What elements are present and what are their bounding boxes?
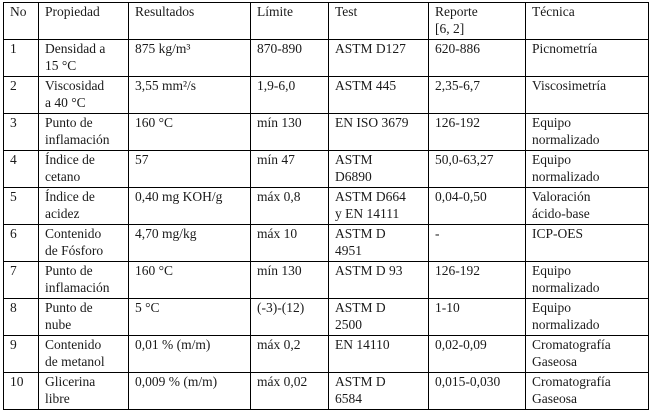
table-cell: Equipo normalizado xyxy=(525,113,649,151)
header-row: No Propiedad Resultados Límite Test Reporte [… xyxy=(3,2,649,40)
table-cell: 4,70 mg/kg xyxy=(128,224,251,262)
table-cell: ASTM D6890 xyxy=(328,150,429,188)
table-row: 8 Punto de nube 5 °C (-3)-(12) ASTM D 2500 1-… xyxy=(3,298,649,336)
table-cell: ASTM D 93 xyxy=(328,261,429,299)
table-cell: ASTM D 6584 xyxy=(328,372,429,410)
table-cell: 0,04-0,50 xyxy=(428,187,526,225)
table-row: 3 Punto de inflamación 160 °C mín 130 EN ISO… xyxy=(3,113,649,151)
table-cell: 9 xyxy=(3,335,39,373)
column-header: Resultados xyxy=(128,2,251,40)
table-cell: 3 xyxy=(3,113,39,151)
table-row: 4 Índice de cetano 57 mín 47 ASTM D6890 50,0-… xyxy=(3,150,649,188)
table-cell: Equipo normalizado xyxy=(525,298,649,336)
column-header: No xyxy=(3,2,39,40)
table-cell: ASTM 445 xyxy=(328,76,429,114)
table-row: 6 Contenido de Fósforo 4,70 mg/kg máx 10 AST… xyxy=(3,224,649,262)
table-cell: 1-10 xyxy=(428,298,526,336)
table-cell: 50,0-63,27 xyxy=(428,150,526,188)
table-row: 7 Punto de inflamación 160 °C mín 130 ASTM D… xyxy=(3,261,649,299)
table-cell: 0,40 mg KOH/g xyxy=(128,187,251,225)
table-cell: 160 °C xyxy=(128,261,251,299)
table-row: 2 Viscosidad a 40 °C 3,55 mm²/s 1,9-6,0 ASTM… xyxy=(3,76,649,114)
table-cell: máx 0,02 xyxy=(250,372,329,410)
table-cell: Punto de inflamación xyxy=(38,261,129,299)
table-cell: ICP-OES xyxy=(525,224,649,262)
table-cell: Picnometría xyxy=(525,39,649,77)
table-cell: 5 °C xyxy=(128,298,251,336)
table-cell: Punto de inflamación xyxy=(38,113,129,151)
table-cell: Densidad a 15 °C xyxy=(38,39,129,77)
table-cell: 6 xyxy=(3,224,39,262)
table-cell: EN ISO 3679 xyxy=(328,113,429,151)
table-cell: 870-890 xyxy=(250,39,329,77)
table-cell: ASTM D 2500 xyxy=(328,298,429,336)
table-cell: 1 xyxy=(3,39,39,77)
table-cell: 0,009 % (m/m) xyxy=(128,372,251,410)
table-cell: Cromatografía Gaseosa xyxy=(525,372,649,410)
table-cell: Cromatografía Gaseosa xyxy=(525,335,649,373)
table-cell: Equipo normalizado xyxy=(525,150,649,188)
table-cell: máx 10 xyxy=(250,224,329,262)
table-row: 1 Densidad a 15 °C 875 kg/m³ 870-890 ASTM D1… xyxy=(3,39,649,77)
table-cell: Valoración ácido-base xyxy=(525,187,649,225)
table-cell: 0,02-0,09 xyxy=(428,335,526,373)
table-cell: ASTM D 4951 xyxy=(328,224,429,262)
table-cell: mín 130 xyxy=(250,261,329,299)
table-cell: 0,015-0,030 xyxy=(428,372,526,410)
table-cell: Contenido de metanol xyxy=(38,335,129,373)
table-cell: 4 xyxy=(3,150,39,188)
column-header: Test xyxy=(328,2,429,40)
table-cell: EN 14110 xyxy=(328,335,429,373)
column-header: Propiedad xyxy=(38,2,129,40)
table-cell: Glicerina libre xyxy=(38,372,129,410)
table-cell: Punto de nube xyxy=(38,298,129,336)
table-cell: 2 xyxy=(3,76,39,114)
table-cell: ASTM D664 y EN 14111 xyxy=(328,187,429,225)
table-cell: Índice de cetano xyxy=(38,150,129,188)
column-header: Límite xyxy=(250,2,329,40)
table-row: 10 Glicerina libre 0,009 % (m/m) máx 0,02 AS… xyxy=(3,372,649,410)
table-cell: ASTM D127 xyxy=(328,39,429,77)
table-cell: máx 0,2 xyxy=(250,335,329,373)
table-cell: Índice de acidez xyxy=(38,187,129,225)
table-cell: máx 0,8 xyxy=(250,187,329,225)
table-cell: 3,55 mm²/s xyxy=(128,76,251,114)
table-row: 5 Índice de acidez 0,40 mg KOH/g máx 0,8 AST… xyxy=(3,187,649,225)
table-cell: 0,01 % (m/m) xyxy=(128,335,251,373)
column-header: Técnica xyxy=(525,2,649,40)
table-cell: 5 xyxy=(3,187,39,225)
table-cell: 10 xyxy=(3,372,39,410)
table-cell: Viscosidad a 40 °C xyxy=(38,76,129,114)
table-cell: 126-192 xyxy=(428,261,526,299)
table-cell: Contenido de Fósforo xyxy=(38,224,129,262)
table-cell: 1,9-6,0 xyxy=(250,76,329,114)
table-cell: 160 °C xyxy=(128,113,251,151)
table-cell: 57 xyxy=(128,150,251,188)
column-header: Reporte [6, 2] xyxy=(428,2,526,40)
properties-table: No Propiedad Resultados Límite Test Reporte [… xyxy=(3,2,649,410)
table-cell: 875 kg/m³ xyxy=(128,39,251,77)
table-cell: - xyxy=(428,224,526,262)
table-cell: mín 130 xyxy=(250,113,329,151)
table-cell: 7 xyxy=(3,261,39,299)
table-cell: (-3)-(12) xyxy=(250,298,329,336)
table-cell: 620-886 xyxy=(428,39,526,77)
table-cell: 126-192 xyxy=(428,113,526,151)
table-row: 9 Contenido de metanol 0,01 % (m/m) máx 0,2… xyxy=(3,335,649,373)
table-cell: 8 xyxy=(3,298,39,336)
table-cell: mín 47 xyxy=(250,150,329,188)
table-cell: Viscosimetría xyxy=(525,76,649,114)
table-cell: 2,35-6,7 xyxy=(428,76,526,114)
table-cell: Equipo normalizado xyxy=(525,261,649,299)
